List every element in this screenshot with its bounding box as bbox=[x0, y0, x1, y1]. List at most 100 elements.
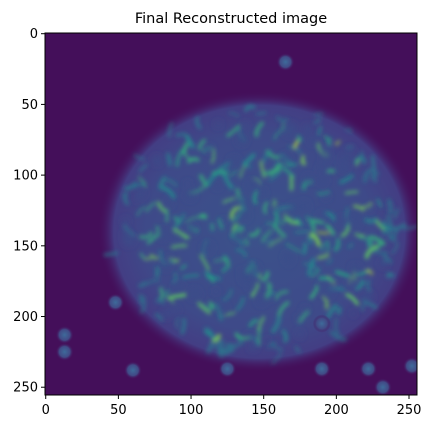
isolated-spot bbox=[276, 52, 295, 71]
blob-hole bbox=[249, 343, 257, 351]
blob-hole bbox=[122, 229, 129, 236]
blob-streak bbox=[363, 168, 373, 183]
blob-hole bbox=[173, 282, 184, 292]
blob-streak bbox=[339, 174, 354, 184]
blob-hole bbox=[185, 190, 195, 201]
blob-streak bbox=[334, 318, 340, 335]
blob-streak bbox=[138, 231, 154, 239]
blob-streak bbox=[206, 274, 215, 283]
blob-streak bbox=[284, 162, 298, 167]
blob-streak bbox=[199, 254, 210, 271]
blob-streak bbox=[295, 346, 301, 353]
blob-hole bbox=[239, 210, 250, 221]
blob-streak bbox=[326, 240, 330, 253]
blob-streak bbox=[164, 290, 171, 299]
blob-hole bbox=[188, 288, 200, 300]
blob-streak bbox=[253, 178, 261, 185]
blob-hole bbox=[185, 223, 197, 235]
blob-hole bbox=[152, 155, 162, 165]
y-tick-label: 200 bbox=[13, 310, 38, 325]
blob-streak bbox=[262, 167, 281, 176]
blob-hole bbox=[323, 193, 330, 200]
blob-hole bbox=[122, 217, 129, 225]
blob-hole bbox=[362, 291, 373, 303]
blob-streak bbox=[229, 205, 242, 219]
blob-streak bbox=[257, 327, 261, 346]
blob-hole bbox=[273, 205, 281, 212]
blob-hole bbox=[173, 234, 182, 242]
blob-streak bbox=[287, 145, 301, 154]
blob-streak bbox=[228, 169, 238, 177]
blob-streak bbox=[224, 343, 233, 349]
blob-streak bbox=[282, 122, 285, 129]
blob-hole bbox=[318, 282, 325, 289]
blob-hole bbox=[302, 306, 309, 313]
blob-streak bbox=[145, 202, 156, 213]
blob-streak bbox=[393, 208, 400, 219]
blob-streak bbox=[307, 236, 313, 245]
blob-hole bbox=[379, 259, 388, 268]
y-tick-label: 250 bbox=[13, 381, 38, 396]
blob-streak bbox=[204, 330, 213, 338]
blob-streak bbox=[210, 223, 214, 232]
blob-streak bbox=[218, 161, 231, 171]
blob-hole bbox=[221, 218, 226, 223]
blob-streak bbox=[213, 258, 224, 263]
blob-hole bbox=[215, 260, 222, 267]
blob-streak bbox=[224, 311, 236, 317]
blob-streak bbox=[365, 269, 373, 276]
chart-title: Final Reconstructed image bbox=[135, 11, 327, 27]
blob-streak bbox=[265, 239, 273, 244]
blob-streak bbox=[211, 340, 226, 350]
blob-streak bbox=[329, 330, 347, 342]
blob-streak bbox=[224, 343, 240, 356]
blob-hole bbox=[240, 272, 252, 284]
blob-streak bbox=[309, 233, 321, 247]
blob-hole bbox=[268, 294, 275, 301]
blob-streak bbox=[258, 272, 262, 280]
blob-streak bbox=[345, 220, 351, 228]
blob-hole bbox=[304, 174, 313, 183]
blob-hole bbox=[135, 188, 146, 198]
blob-hole bbox=[282, 126, 291, 135]
blob-streak bbox=[124, 192, 129, 205]
blob-streak bbox=[145, 279, 160, 286]
blob-streak bbox=[180, 264, 187, 270]
blob-hole bbox=[318, 211, 327, 221]
blob-streak bbox=[376, 198, 383, 208]
blob-streak bbox=[402, 225, 417, 230]
blob-streak bbox=[320, 242, 327, 252]
blob-streak bbox=[175, 132, 186, 137]
isolated-spot bbox=[402, 357, 417, 376]
blob-hole bbox=[283, 211, 290, 218]
blob-streak bbox=[203, 327, 216, 340]
blob-streak bbox=[322, 295, 329, 310]
blob-hole bbox=[228, 157, 240, 168]
blob-streak bbox=[317, 253, 330, 260]
blob-hole bbox=[388, 205, 393, 210]
blob-hole bbox=[280, 153, 291, 164]
blob-streak bbox=[223, 256, 231, 267]
blob-streak bbox=[140, 295, 146, 314]
blob-hole bbox=[233, 229, 244, 240]
blob-hole bbox=[217, 302, 228, 314]
blob-streak bbox=[242, 153, 256, 166]
x-tick-label: 100 bbox=[179, 403, 204, 418]
blob-streak bbox=[360, 150, 366, 165]
blob-hole bbox=[298, 200, 309, 212]
blob-streak bbox=[298, 310, 310, 323]
blob-streak bbox=[355, 158, 360, 167]
blob-streak bbox=[326, 169, 336, 173]
blob-hole bbox=[354, 212, 362, 220]
blob-streak bbox=[168, 122, 174, 138]
blob-hole bbox=[350, 219, 360, 229]
blob-streak bbox=[263, 201, 269, 214]
blob-streak bbox=[254, 121, 264, 138]
isolated-spot bbox=[359, 359, 378, 378]
isolated-spot bbox=[55, 342, 74, 361]
blob-streak bbox=[309, 218, 325, 224]
blob-streak bbox=[170, 243, 188, 249]
blob-streak bbox=[272, 341, 277, 349]
blob-streak bbox=[337, 307, 342, 315]
